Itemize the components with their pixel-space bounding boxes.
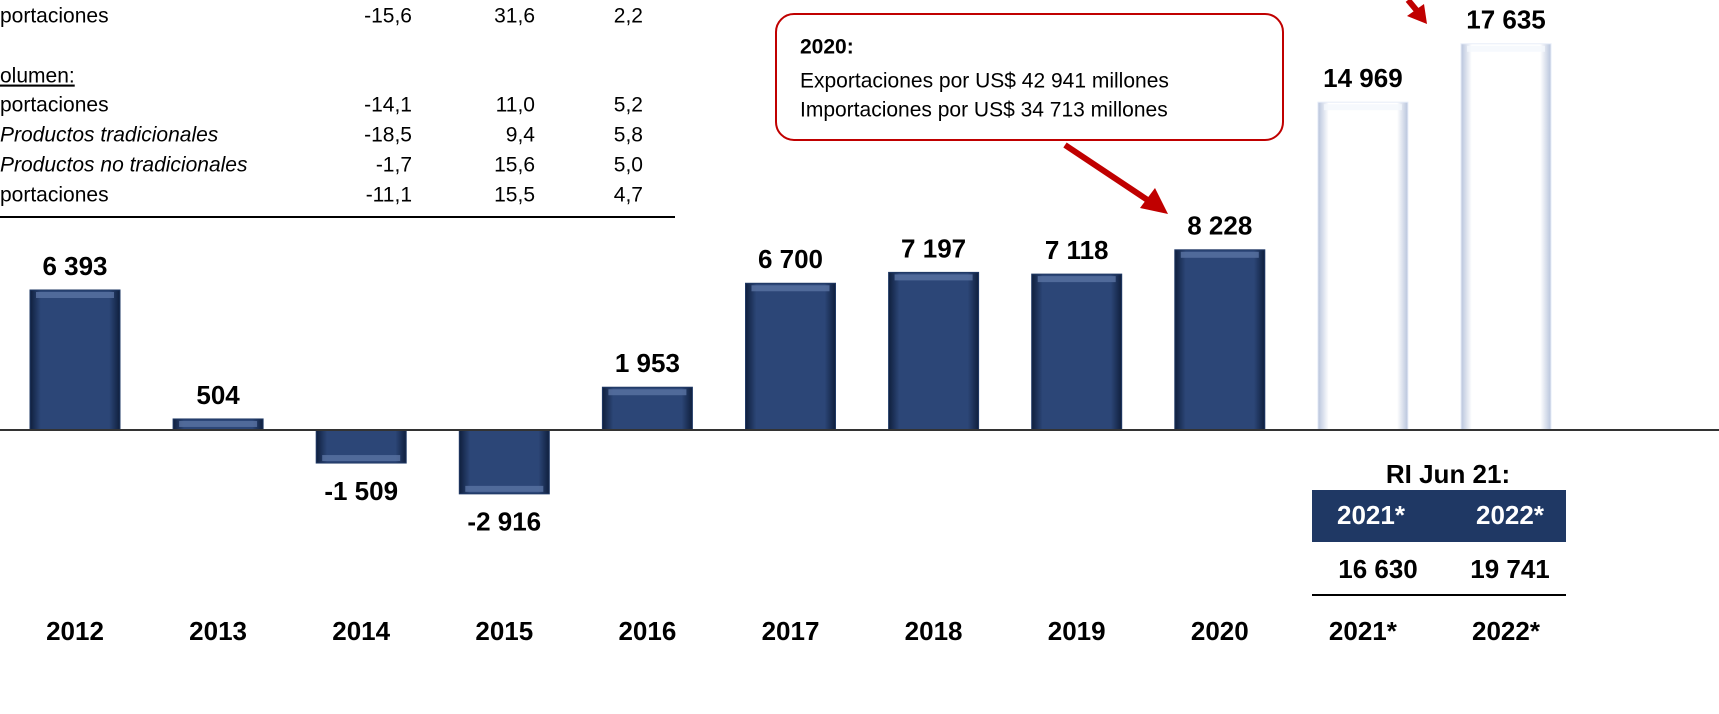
x-tick-label: 2015 bbox=[475, 616, 533, 646]
bars: 6 393 2012 504 2013 -1 509 2014 -2 916 2015 1 95… bbox=[29, 5, 1552, 646]
cell: 15,5 bbox=[494, 184, 535, 207]
bar-bevel bbox=[608, 389, 687, 396]
data-label: -2 916 bbox=[467, 507, 541, 537]
data-label: 14 969 bbox=[1323, 63, 1403, 93]
cell: 31,6 bbox=[494, 5, 535, 28]
cell: -11,1 bbox=[366, 184, 412, 207]
x-tick-label: 2014 bbox=[332, 616, 390, 646]
cell: 11,0 bbox=[496, 94, 535, 117]
arrow-head bbox=[1140, 188, 1168, 214]
bar-bevel bbox=[322, 455, 401, 462]
arrow-head bbox=[1407, 4, 1427, 24]
data-label: 504 bbox=[196, 380, 240, 410]
forecast-title: RI Jun 21: bbox=[1386, 459, 1510, 489]
cell: -18,5 bbox=[364, 124, 412, 147]
data-label: 1 953 bbox=[615, 348, 680, 378]
row-label: portaciones bbox=[0, 5, 109, 28]
x-tick-label: 2013 bbox=[189, 616, 247, 646]
bar-bevel bbox=[751, 285, 830, 292]
x-tick-label: 2020 bbox=[1191, 616, 1249, 646]
bar-bevel bbox=[465, 485, 544, 492]
x-tick-label: 2021* bbox=[1329, 616, 1398, 646]
callout-box bbox=[775, 13, 1284, 141]
bar-bevel bbox=[1037, 276, 1116, 283]
row-label: portaciones bbox=[0, 94, 109, 117]
row-label: portaciones bbox=[0, 184, 109, 207]
x-tick-label: 2018 bbox=[905, 616, 963, 646]
bar-bevel bbox=[1180, 251, 1259, 258]
forecast-header-cell: 2021* bbox=[1337, 500, 1406, 530]
forecast-cell: 16 630 bbox=[1338, 554, 1418, 584]
data-label: 7 118 bbox=[1045, 235, 1109, 265]
x-tick-label: 2019 bbox=[1048, 616, 1106, 646]
x-tick-label: 2016 bbox=[618, 616, 676, 646]
data-label: 6 393 bbox=[42, 251, 107, 281]
row-label: Productos tradicionales bbox=[0, 124, 219, 147]
bar bbox=[745, 282, 836, 431]
row-label: Productos no tradicionales bbox=[0, 154, 248, 177]
cell: 15,6 bbox=[494, 154, 535, 177]
cell: 9,4 bbox=[506, 124, 536, 147]
cell: 5,8 bbox=[614, 124, 643, 147]
bar bbox=[29, 289, 121, 431]
cell: 4,7 bbox=[614, 184, 643, 207]
forecast-cell: 19 741 bbox=[1470, 554, 1550, 584]
cell: 5,2 bbox=[614, 94, 643, 117]
bar bbox=[458, 429, 550, 495]
cell: 2,2 bbox=[614, 5, 643, 28]
data-label: 17 635 bbox=[1466, 5, 1546, 35]
data-label: 8 228 bbox=[1187, 211, 1252, 241]
cell: -1,7 bbox=[376, 154, 412, 177]
bar-bevel bbox=[894, 274, 973, 281]
cell: -15,6 bbox=[364, 5, 412, 28]
forecast-table: RI Jun 21: 2021* 2022* 16 630 19 741 bbox=[1312, 459, 1566, 596]
bar-bevel bbox=[1323, 104, 1402, 111]
forecast-header-cell: 2022* bbox=[1476, 500, 1545, 530]
x-tick-label: 2022* bbox=[1472, 616, 1541, 646]
bar-bevel bbox=[36, 291, 114, 298]
bar bbox=[1460, 43, 1552, 431]
data-label: -1 509 bbox=[324, 476, 398, 506]
data-label: 6 700 bbox=[758, 244, 823, 274]
bar bbox=[1031, 273, 1123, 431]
forecast-header bbox=[1312, 490, 1566, 542]
callout-line: Exportaciones por US$ 42 941 millones bbox=[800, 70, 1169, 93]
section-label: olumen: bbox=[0, 65, 75, 88]
cell: -14,1 bbox=[364, 94, 412, 117]
bar-bevel bbox=[1467, 45, 1545, 52]
cell: 5,0 bbox=[614, 154, 643, 177]
callout-title: 2020: bbox=[800, 36, 854, 59]
bar bbox=[1317, 101, 1409, 431]
arrow bbox=[1063, 142, 1154, 206]
data-label: 7 197 bbox=[901, 233, 966, 263]
bar-bevel bbox=[179, 420, 258, 427]
callout-line: Importaciones por US$ 34 713 millones bbox=[800, 99, 1168, 122]
data-table: portaciones -15,6 31,6 2,2 olumen: porta… bbox=[0, 5, 675, 218]
bar bbox=[1174, 249, 1266, 431]
x-tick-label: 2012 bbox=[46, 616, 104, 646]
bar bbox=[888, 271, 980, 431]
callout: 2020: Exportaciones por US$ 42 941 millo… bbox=[775, 0, 1427, 214]
x-tick-label: 2017 bbox=[762, 616, 820, 646]
